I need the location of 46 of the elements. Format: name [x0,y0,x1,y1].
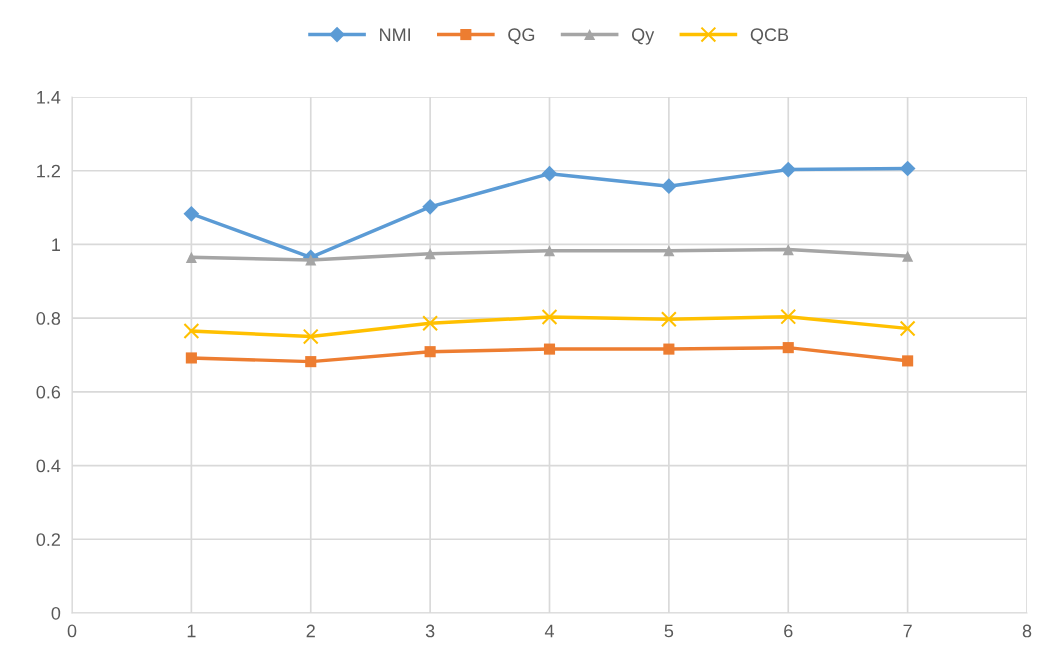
point [422,315,439,332]
point [543,343,556,355]
y-tick-label: 0.8 [36,312,61,325]
point [305,356,317,368]
point [780,308,797,325]
point [185,352,197,364]
point [661,178,677,195]
point [663,343,675,355]
y-tick-label: 0.6 [36,385,61,399]
legend-label: NMI [380,28,410,41]
y-tick-label: 1 [52,238,61,251]
x-tick-label: 8 [1022,624,1032,638]
point [541,309,558,326]
y-tick-label: 0 [51,606,61,620]
x-tick-label: 1 [187,624,196,638]
point [902,355,914,367]
x-tick-label: 3 [425,624,435,638]
legend-label: QG [508,28,535,45]
point [899,160,916,177]
legend-label: Qy [632,28,655,45]
point [780,161,797,178]
x-tick-label: 5 [664,624,674,638]
y-tick-label: 1.2 [37,164,60,178]
point [541,165,558,182]
point [422,198,438,215]
x-tick-label: 6 [784,624,793,638]
point [663,245,675,257]
point [782,342,794,354]
point [185,251,197,263]
x-tick-label: 4 [544,624,554,638]
point [660,311,677,328]
point [424,346,436,358]
point [899,320,916,337]
point [424,248,436,260]
y-tick-label: 0.4 [36,459,61,473]
legend-label: QCB [750,28,789,45]
point [543,245,556,257]
point [902,250,914,262]
point [183,205,200,222]
x-tick-label: 0 [67,624,77,638]
y-tick-label: 0.2 [36,533,60,547]
point [302,328,319,345]
y-tick-label: 1.4 [37,91,61,104]
x-tick-label: 2 [306,624,315,638]
x-tick-label: 7 [903,624,912,638]
point [183,323,200,340]
